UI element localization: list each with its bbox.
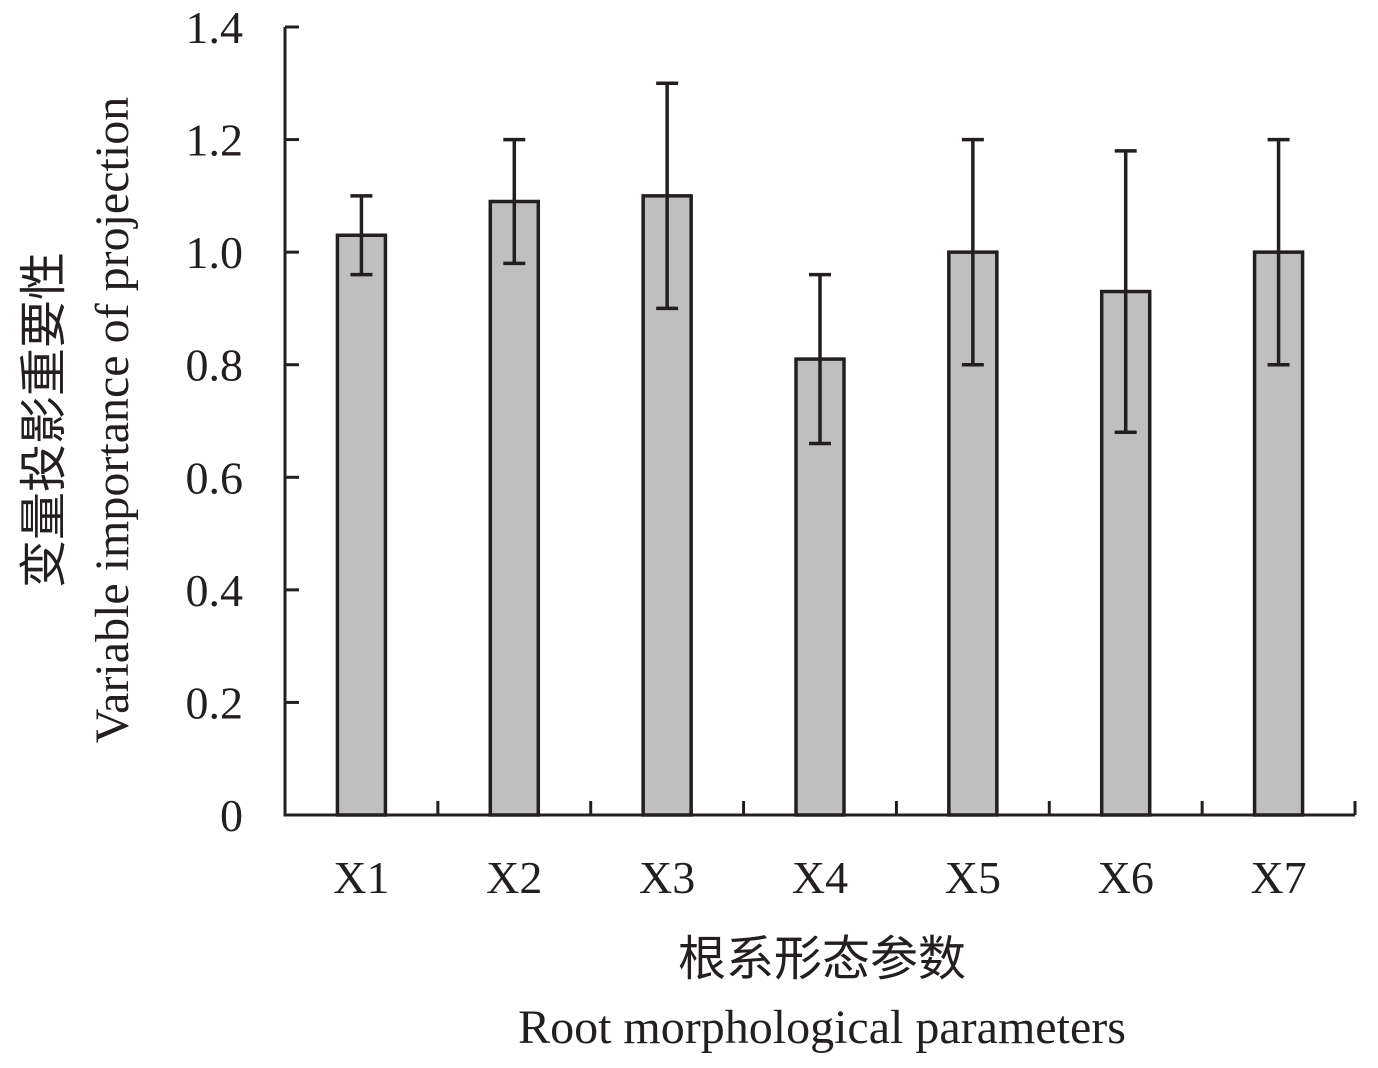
y-tick-label: 1.4 — [186, 2, 244, 53]
error-bar-x4 — [809, 272, 831, 446]
bar-x4 — [794, 357, 846, 817]
x-tick-label: X2 — [486, 852, 542, 903]
y-tick-label: 1.2 — [186, 115, 244, 166]
x-axis-title-en: Root morphological parameters — [518, 1001, 1126, 1054]
error-bar-x6 — [1114, 149, 1137, 435]
error-bar-x7 — [1267, 137, 1290, 367]
bar-x2 — [488, 199, 541, 817]
error-bar-x5 — [961, 137, 984, 367]
error-bar-x3 — [656, 81, 679, 311]
axes-layer — [283, 25, 1357, 817]
x-tick-label: X3 — [639, 852, 695, 903]
y-tick-label: 0.4 — [186, 565, 244, 616]
x-axis-title-cn: 根系形态参数 — [678, 933, 966, 986]
labels-layer: X1 X2 X3 X4 X5 X6 X7 0 0.2 0.4 0.6 0.8 1.0 1.2 1.4 变量投影… — [18, 2, 1307, 1054]
x-tick-label: X5 — [945, 852, 1001, 903]
y-tick-label: 0 — [220, 790, 243, 841]
y-tick-label: 0.2 — [186, 677, 244, 728]
error-bar-x1 — [350, 194, 373, 277]
error-bars-layer — [350, 81, 1290, 446]
error-bar-x2 — [503, 137, 526, 266]
x-tick-label: X4 — [792, 852, 848, 903]
y-tick-label: 0.8 — [186, 340, 244, 391]
y-axis-title-cn: 变量投影重要性 — [18, 252, 71, 588]
bar-x1 — [335, 233, 388, 817]
x-tick-label: X6 — [1098, 852, 1154, 903]
x-tick-label: X7 — [1250, 852, 1306, 903]
y-axis-title-en: Variable importance of projection — [86, 97, 139, 743]
y-tick-label: 0.6 — [186, 452, 244, 503]
x-tick-label: X1 — [333, 852, 389, 903]
y-tick-label: 1.0 — [186, 227, 244, 278]
